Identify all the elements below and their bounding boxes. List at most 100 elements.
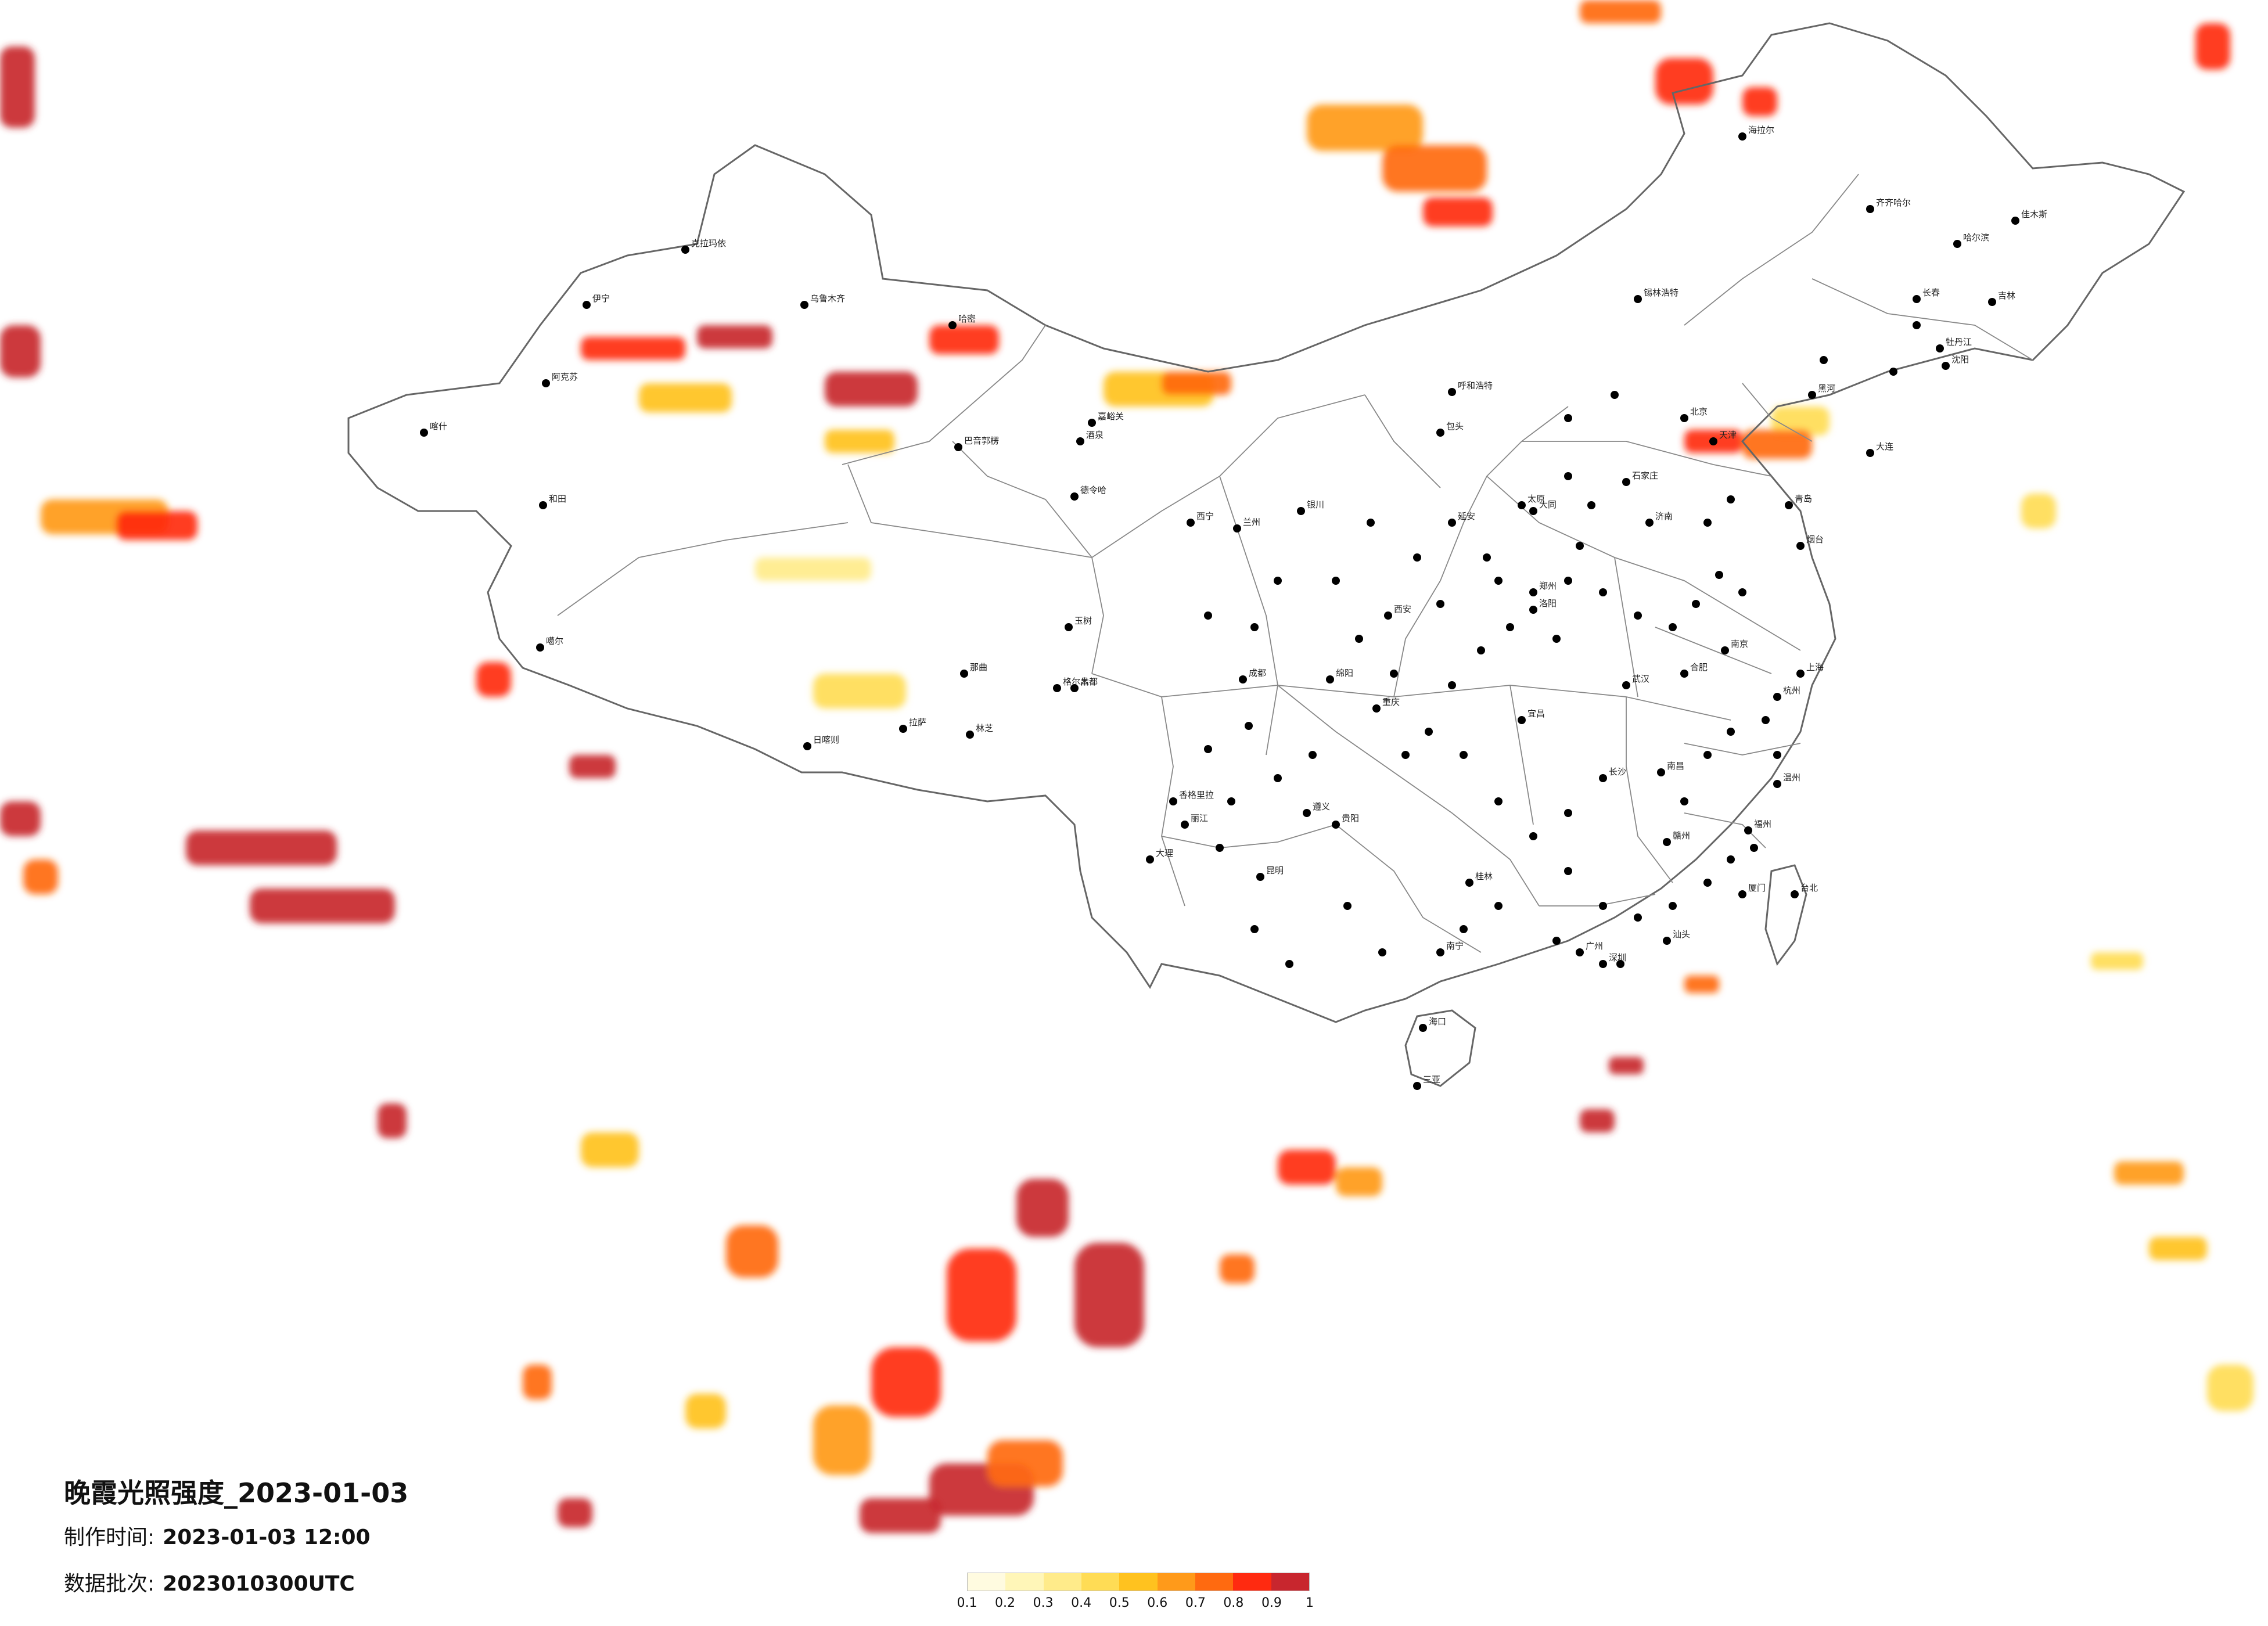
- legend-tick-label: 0.7: [1185, 1596, 1206, 1610]
- city-dot: [1680, 670, 1688, 678]
- city-dot: [420, 429, 428, 437]
- city-dot: [1518, 716, 1526, 724]
- city-dot: [1506, 623, 1514, 631]
- city-dot: [1436, 600, 1444, 608]
- city-dot: [1576, 948, 1584, 956]
- city-dot: [1936, 344, 1944, 352]
- city-dot: [1529, 588, 1537, 596]
- city-dot: [1233, 524, 1241, 533]
- glow-cell: [558, 1498, 592, 1527]
- city-dot: [1053, 684, 1061, 692]
- city-dot: [1460, 751, 1468, 759]
- city-label: 大连: [1876, 441, 1893, 452]
- production-time: 制作时间: 2023-01-03 12:00: [64, 1520, 371, 1551]
- city-dot: [1181, 821, 1189, 829]
- city-label: 阿克苏: [552, 372, 578, 382]
- city-label: 长沙: [1609, 767, 1626, 777]
- city-dot: [1477, 646, 1485, 654]
- city-label: 郑州: [1539, 581, 1557, 591]
- data-batch: 数据批次: 2023010300UTC: [64, 1567, 355, 1597]
- city-label: 兰州: [1243, 517, 1260, 527]
- city-dot: [1576, 542, 1584, 550]
- city-dot: [1889, 368, 1897, 376]
- legend-swatch-1: [1005, 1573, 1044, 1591]
- city-dot: [1378, 948, 1386, 956]
- city-dot: [1564, 577, 1572, 585]
- city-dot: [1419, 1024, 1427, 1032]
- city-dot: [1529, 507, 1537, 515]
- city-dot: [1436, 429, 1444, 437]
- city-label: 成都: [1249, 668, 1266, 678]
- glow-cell: [581, 337, 685, 360]
- glow-cell: [1580, 1109, 1615, 1132]
- glow-cell: [947, 1249, 1016, 1341]
- glow-cell: [871, 1347, 941, 1417]
- city-label: 广州: [1586, 941, 1603, 951]
- glow-cell: [523, 1365, 552, 1400]
- production-time-label: 制作时间:: [64, 1526, 155, 1549]
- city-dot: [1703, 879, 1712, 887]
- city-label: 丽江: [1191, 813, 1208, 823]
- city-dot: [1622, 478, 1630, 486]
- city-dot: [1599, 902, 1607, 910]
- city-dot: [1256, 873, 1264, 881]
- glow-cell: [250, 888, 395, 923]
- glow-cell: [813, 1405, 871, 1475]
- city-dot: [1076, 437, 1084, 445]
- glow-cell: [813, 674, 906, 708]
- legend-swatch-8: [1271, 1573, 1309, 1591]
- glow-cell: [581, 1132, 639, 1167]
- city-label: 石家庄: [1632, 470, 1658, 481]
- city-dot: [1564, 414, 1572, 422]
- city-dot: [1355, 635, 1363, 643]
- city-dot: [1622, 681, 1630, 689]
- glow-cell: [569, 755, 616, 778]
- glow-cell: [476, 662, 511, 697]
- city-dot: [1204, 745, 1212, 753]
- glow-cell: [1336, 1167, 1382, 1196]
- glow-cell: [1074, 1243, 1144, 1347]
- legend-swatch-7: [1233, 1573, 1271, 1591]
- legend-tick-label: 0.8: [1223, 1596, 1244, 1610]
- city-dot: [1866, 205, 1874, 213]
- legend-tick-label: 0.4: [1071, 1596, 1092, 1610]
- legend-swatch-5: [1157, 1573, 1195, 1591]
- legend-swatch-3: [1081, 1573, 1120, 1591]
- city-dot: [583, 301, 591, 309]
- city-dot: [1663, 838, 1671, 846]
- city-label: 重庆: [1382, 697, 1400, 707]
- city-label: 哈密: [958, 314, 976, 324]
- city-dot: [1088, 419, 1096, 427]
- glow-cell: [860, 1498, 941, 1533]
- city-dot: [1953, 240, 1961, 248]
- city-dot: [1942, 362, 1950, 370]
- city-dot: [1750, 844, 1758, 852]
- glow-cell: [1742, 87, 1777, 116]
- city-dot: [1146, 855, 1154, 864]
- city-dot: [1727, 495, 1735, 503]
- city-label: 上海: [1806, 662, 1824, 672]
- city-dot: [1367, 519, 1375, 527]
- city-dot: [1216, 844, 1224, 852]
- city-label: 林芝: [976, 723, 993, 733]
- city-dot: [1715, 571, 1723, 579]
- city-dot: [1680, 797, 1688, 805]
- city-dot: [542, 379, 550, 387]
- city-dot: [1274, 577, 1282, 585]
- city-label: 绵阳: [1336, 668, 1353, 678]
- city-dot: [1599, 588, 1607, 596]
- glow-cell: [726, 1225, 778, 1278]
- city-label: 齐齐哈尔: [1876, 197, 1911, 208]
- city-dot: [1274, 774, 1282, 782]
- city-dot: [1483, 553, 1491, 562]
- country-boundary: [347, 22, 2186, 1087]
- legend-tick-label: 0.1: [957, 1596, 977, 1610]
- city-label: 长春: [1922, 287, 1940, 298]
- city-dot: [1332, 821, 1340, 829]
- city-dot: [2011, 217, 2019, 225]
- glow-cell: [1609, 1057, 1644, 1074]
- legend-ticks: 0.1 0.2 0.3 0.4 0.5 0.6 0.7 0.8 0.9 1: [957, 1591, 1314, 1614]
- city-label: 西安: [1394, 604, 1411, 614]
- city-label: 伊宁: [592, 293, 610, 304]
